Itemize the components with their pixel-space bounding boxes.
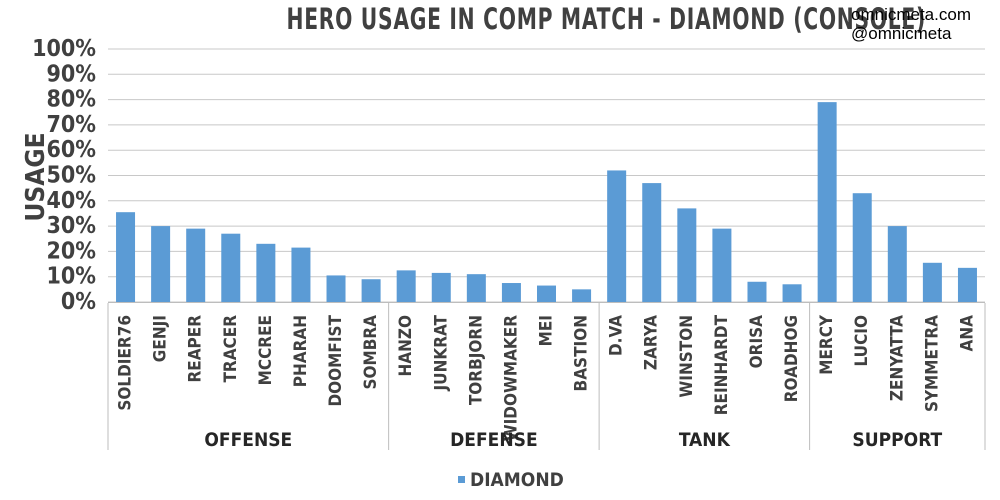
bar — [922, 262, 942, 302]
x-tick-label: HANZO — [396, 315, 416, 377]
y-tick-label: 0% — [61, 289, 96, 315]
x-tick-label: WIDOWMAKER — [501, 315, 521, 442]
x-tick-label: ORISA — [747, 315, 767, 368]
credit-website: omnicmeta.com — [851, 5, 971, 24]
legend-label: DIAMOND — [470, 469, 564, 491]
group-label: OFFENSE — [204, 429, 292, 451]
bar — [957, 267, 977, 302]
y-tick-label: 30% — [46, 213, 96, 239]
bar — [501, 283, 521, 302]
bar — [466, 274, 486, 302]
x-tick-label: ANA — [957, 315, 977, 352]
x-tick-label: SOLDIER76 — [116, 315, 136, 411]
x-tick-label: REINHARDT — [712, 314, 732, 415]
x-tick-label: GENJI — [151, 315, 171, 362]
x-tick-label: MERCY — [817, 314, 837, 375]
y-tick-label: 70% — [46, 112, 96, 138]
group-label: DEFENSE — [450, 429, 538, 451]
x-tick-label: ROADHOG — [782, 315, 802, 402]
bar — [116, 212, 136, 302]
credit-handle: @omnicmeta — [851, 24, 952, 43]
bar — [712, 228, 732, 302]
bar — [186, 228, 206, 302]
x-tick-label: TORBJORN — [466, 315, 486, 405]
x-tick-label: ZARYA — [642, 315, 662, 370]
x-tick-label: BASTION — [572, 315, 592, 391]
bar — [326, 275, 346, 302]
bar — [782, 284, 802, 302]
bar — [396, 270, 416, 302]
x-tick-label: MEI — [537, 315, 557, 346]
x-tick-label: TRACER — [221, 315, 241, 383]
bar — [747, 281, 767, 302]
x-tick-label: WINSTON — [677, 315, 697, 398]
y-tick-label: 50% — [46, 163, 96, 189]
bar — [852, 193, 872, 302]
bar — [817, 102, 837, 302]
group-label: SUPPORT — [852, 429, 942, 451]
x-tick-label: MCCREE — [256, 315, 276, 385]
x-tick-label: SOMBRA — [361, 315, 381, 390]
legend-swatch — [458, 476, 465, 483]
bar — [291, 247, 311, 302]
x-tick-label: ZENYATTA — [887, 315, 907, 401]
x-tick-label: JUNKRAT — [431, 314, 451, 391]
x-tick-label: LUCIO — [852, 315, 872, 366]
bar — [431, 272, 451, 302]
y-tick-label: 60% — [46, 137, 96, 163]
bar — [537, 285, 556, 302]
y-tick-label: 100% — [32, 36, 96, 62]
bar — [642, 183, 662, 302]
y-tick-label: 80% — [46, 87, 96, 113]
x-tick-label: SYMMETRA — [922, 315, 942, 412]
bar — [256, 243, 276, 302]
bar — [361, 279, 381, 302]
y-tick-label: 90% — [46, 61, 96, 87]
y-tick-label: 40% — [46, 188, 96, 214]
bar — [151, 226, 171, 302]
y-tick-label: 10% — [46, 264, 96, 290]
chart-title: HERO USAGE IN COMP MATCH - DIAMOND (CONS… — [286, 2, 926, 36]
bar — [572, 289, 592, 302]
x-tick-label: REAPER — [186, 315, 206, 383]
x-tick-label: D.VA — [607, 315, 627, 356]
x-tick-label: DOOMFIST — [326, 314, 346, 406]
bar — [221, 233, 241, 302]
y-axis-title: USAGE — [21, 132, 51, 221]
group-label: TANK — [679, 429, 731, 451]
y-tick-label: 20% — [46, 238, 96, 264]
bar — [887, 226, 907, 302]
x-tick-label: PHARAH — [291, 315, 311, 387]
bar — [677, 208, 697, 302]
bar — [607, 170, 627, 302]
